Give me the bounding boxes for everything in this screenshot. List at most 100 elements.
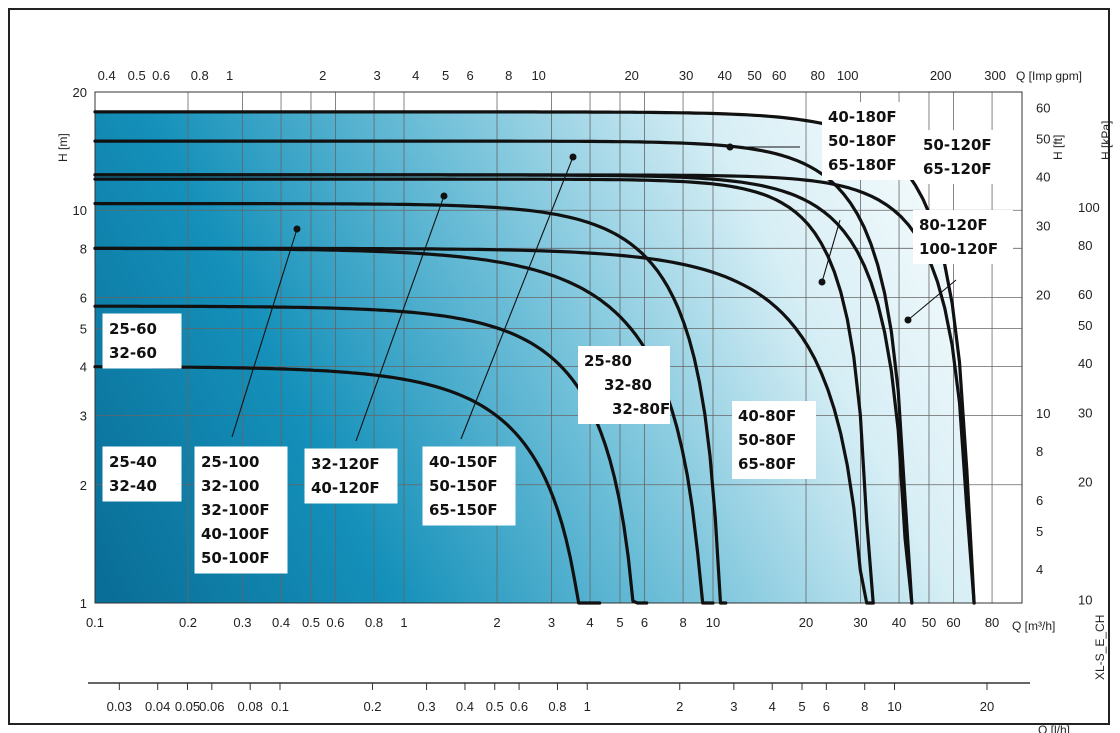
xtick-m3h-8: 2 xyxy=(493,615,500,630)
xtick-gpm-7: 4 xyxy=(412,68,419,83)
curve-32-120F xyxy=(93,177,875,605)
xtick-m3h-18: 50 xyxy=(922,615,936,630)
ytick-ft-5: 20 xyxy=(1036,288,1050,303)
lbl-40-150-line-1: 50-150F xyxy=(429,477,498,495)
ytick-m-1: 2 xyxy=(80,478,87,493)
xtick-m3h-10: 4 xyxy=(586,615,593,630)
xtick-m3h-20: 80 xyxy=(985,615,999,630)
lh-tick-2: 0.05 xyxy=(175,699,200,714)
xtick-m3h-15: 20 xyxy=(799,615,813,630)
curve-25-60 xyxy=(93,304,649,605)
lbl-80-120-box xyxy=(913,210,1013,264)
xtick-m3h-9: 3 xyxy=(548,615,555,630)
ytick-ft-4: 10 xyxy=(1036,406,1050,421)
xtick-m3h-3: 0.4 xyxy=(272,615,290,630)
lh-tick-4: 0.08 xyxy=(238,699,263,714)
lh-tick-7: 0.3 xyxy=(418,699,436,714)
ytick-kpa-5: 60 xyxy=(1078,287,1092,302)
lh-tick-15: 4 xyxy=(769,699,776,714)
lbl-50-120-line-1: 65-120F xyxy=(923,160,992,178)
lbl-25-60-box xyxy=(102,313,182,369)
plot-border xyxy=(94,91,1023,604)
xtick-gpm-10: 8 xyxy=(505,68,512,83)
leader-dot-0 xyxy=(293,225,301,233)
xtick-m3h-5: 0.6 xyxy=(326,615,344,630)
lbl-25-100-line-1: 32-100 xyxy=(201,477,259,495)
xtick-m3h-19: 60 xyxy=(946,615,960,630)
xtick-m3h-1: 0.2 xyxy=(179,615,197,630)
xtick-gpm-0: 0.4 xyxy=(98,68,116,83)
lh-tick-20: 20 xyxy=(980,699,994,714)
lbl-40-150-line-2: 65-150F xyxy=(429,501,498,519)
lbl-40-80-line-0: 40-80F xyxy=(738,407,796,425)
ytick-m-8: 20 xyxy=(73,85,87,100)
lbl-40-80-box xyxy=(732,401,816,479)
lbl-25-60-line-0: 25-60 xyxy=(109,320,157,338)
xtick-gpm-16: 60 xyxy=(772,68,786,83)
lbl-25-80-line-2: 32-80F xyxy=(612,400,670,418)
lh-tick-1: 0.04 xyxy=(145,699,170,714)
ytick-ft-1: 5 xyxy=(1036,524,1043,539)
lh-tick-13: 2 xyxy=(676,699,683,714)
ytick-ft-0: 4 xyxy=(1036,562,1043,577)
lbl-25-40-line-0: 25-40 xyxy=(109,453,157,471)
ytick-ft-9: 60 xyxy=(1036,100,1050,115)
curve-25-100 xyxy=(93,201,728,605)
lbl-40-180: 40-180F 50-180F 65-180F xyxy=(822,102,914,180)
ytick-m-0: 1 xyxy=(80,596,87,611)
lbl-80-120-line-1: 100-120F xyxy=(919,240,998,258)
lbl-25-100-line-4: 50-100F xyxy=(201,549,270,567)
xtick-gpm-8: 5 xyxy=(442,68,449,83)
ytick-kpa-2: 30 xyxy=(1078,405,1092,420)
lbl-40-150-line-0: 40-150F xyxy=(429,453,498,471)
right-kpa-axis-label: H [kPa] xyxy=(1099,121,1113,160)
xtick-m3h-6: 0.8 xyxy=(365,615,383,630)
xtick-m3h-7: 1 xyxy=(400,615,407,630)
lbl-32-120: 32-120F 40-120F xyxy=(304,448,398,504)
leader-dot-5 xyxy=(904,316,912,324)
lbl-40-80-line-2: 65-80F xyxy=(738,455,796,473)
xtick-m3h-4: 0.5 xyxy=(302,615,320,630)
xtick-gpm-15: 50 xyxy=(747,68,761,83)
lbl-32-120-line-0: 32-120F xyxy=(311,455,380,473)
lh-tick-10: 0.6 xyxy=(510,699,528,714)
xtick-gpm-12: 20 xyxy=(624,68,638,83)
ytick-ft-2: 6 xyxy=(1036,493,1043,508)
lh-axis-label: Q [l/h] xyxy=(1038,723,1070,733)
bottom-axis-label: Q [m³/h] xyxy=(1012,619,1055,633)
leader-dot-4 xyxy=(726,143,734,151)
lbl-50-120-line-0: 50-120F xyxy=(923,136,992,154)
lh-tick-9: 0.5 xyxy=(486,699,504,714)
xtick-m3h-2: 0.3 xyxy=(233,615,251,630)
lbl-25-80-box xyxy=(578,346,670,424)
xtick-m3h-14: 10 xyxy=(706,615,720,630)
ytick-ft-6: 30 xyxy=(1036,218,1050,233)
leader-line-1 xyxy=(355,195,445,442)
lbl-25-100-line-0: 25-100 xyxy=(201,453,259,471)
xtick-gpm-5: 2 xyxy=(319,68,326,83)
lbl-25-100: 25-100 32-100 32-100F 40-100F 50-100F xyxy=(194,446,288,574)
lbl-25-100-line-3: 40-100F xyxy=(201,525,270,543)
lbl-25-60: 25-60 32-60 xyxy=(102,313,182,369)
lbl-25-80-line-1: 32-80 xyxy=(604,376,652,394)
ytick-kpa-4: 50 xyxy=(1078,318,1092,333)
lbl-25-100-line-2: 32-100F xyxy=(201,501,270,519)
lbl-40-180-line-2: 65-180F xyxy=(828,156,897,174)
lbl-80-120: 80-120F 100-120F xyxy=(913,210,1013,264)
side-code: XL-S_E_CH xyxy=(1093,615,1107,680)
lbl-50-120: 50-120F 65-120F xyxy=(917,130,1013,184)
lh-tick-18: 8 xyxy=(861,699,868,714)
ytick-kpa-0: 10 xyxy=(1078,593,1092,608)
lbl-40-80-line-1: 50-80F xyxy=(738,431,796,449)
ytick-kpa-3: 40 xyxy=(1078,356,1092,371)
ytick-kpa-7: 100 xyxy=(1078,200,1100,215)
y-axis-label-m: H [m] xyxy=(56,133,70,162)
lh-tick-8: 0.4 xyxy=(456,699,474,714)
ytick-ft-8: 50 xyxy=(1036,131,1050,146)
xtick-gpm-2: 0.6 xyxy=(152,68,170,83)
right-ft-axis-label: H [ft] xyxy=(1051,135,1065,160)
lh-tick-16: 5 xyxy=(798,699,805,714)
lbl-40-150: 40-150F 50-150F 65-150F xyxy=(422,446,516,526)
lbl-25-40: 25-40 32-40 xyxy=(102,446,182,502)
